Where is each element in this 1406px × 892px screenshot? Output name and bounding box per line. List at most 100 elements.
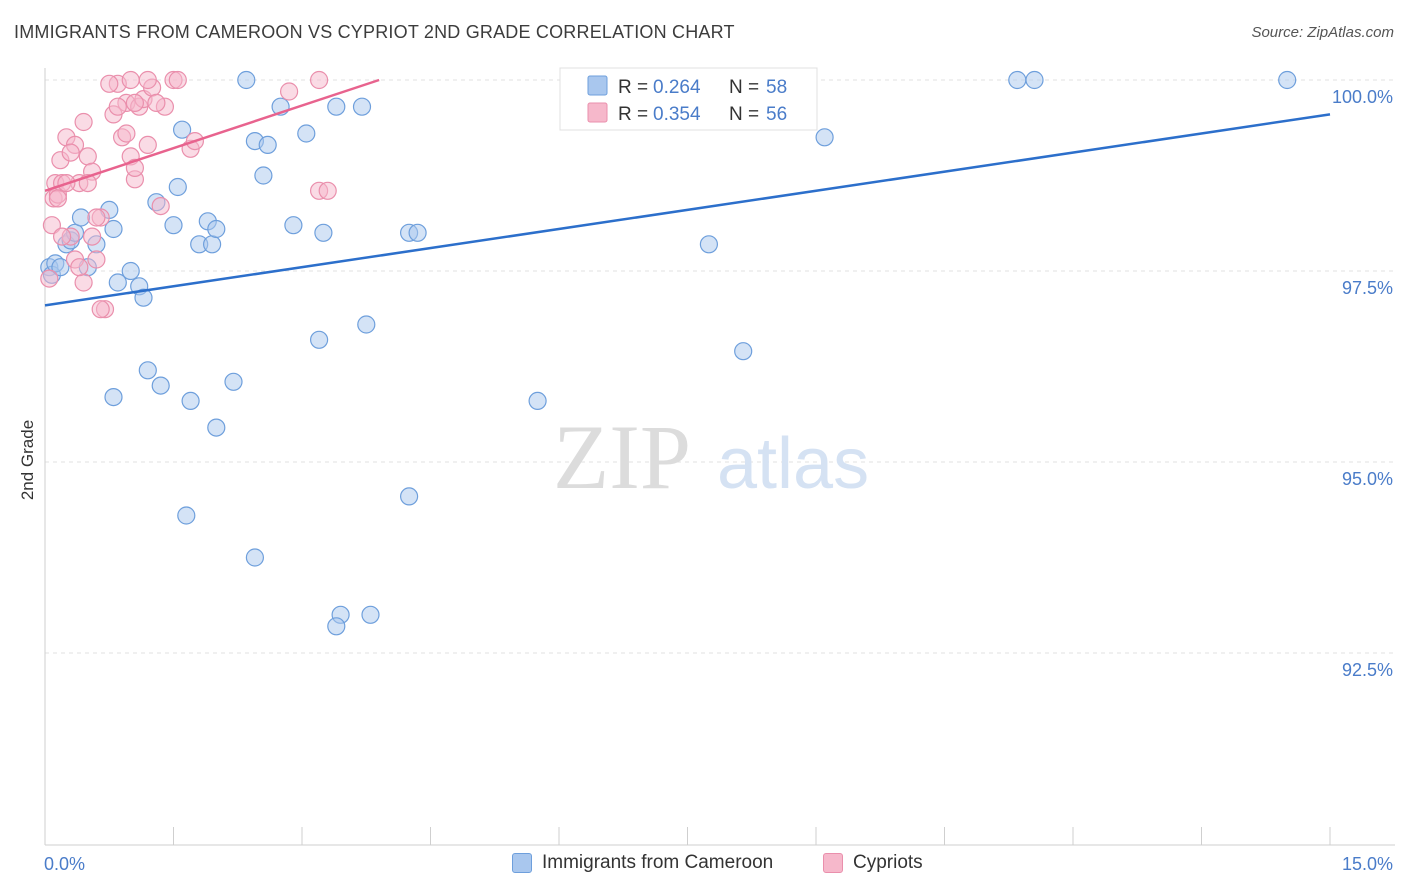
legend-label-cypriots: Cypriots [853, 852, 923, 873]
trend-line-cypriots [44, 78, 380, 192]
data-point-cypriots [108, 97, 127, 116]
x-tick-labels: 0.0% 15.0% [44, 854, 1393, 874]
data-point-cypriots [147, 93, 166, 113]
data-point-cameroon [173, 120, 192, 139]
legend-r-value-cypriots: 0.354 [653, 104, 701, 125]
legend-item-cameroon: Immigrants from Cameroon [512, 852, 773, 874]
legend-n-value-cameroon: 58 [766, 77, 787, 98]
legend-swatch-cameroon-bottom [512, 853, 532, 873]
series-legend: Immigrants from Cameroon Cypriots [0, 852, 1406, 878]
data-point-cameroon [164, 216, 183, 235]
source-label: Source: ZipAtlas.com [1251, 24, 1394, 41]
x-tick-label: 15.0% [1342, 854, 1393, 874]
data-point-cameroon [284, 216, 303, 235]
data-point-cypriots [138, 135, 157, 154]
legend-swatch-cypriots-bottom [823, 853, 843, 873]
data-point-cypriots [100, 74, 119, 93]
data-point-cypriots [74, 112, 93, 132]
data-point-cypriots [310, 70, 329, 90]
watermark-atlas: atlas [717, 424, 869, 504]
data-point-cameroon [203, 235, 222, 254]
legend-r-label-cypriots: R = [618, 104, 648, 125]
data-point-cameroon [254, 166, 273, 185]
data-point-cameroon [699, 235, 719, 254]
legend-label-cameroon: Immigrants from Cameroon [542, 852, 774, 873]
data-point-cypriots [91, 300, 110, 319]
data-point-cypriots [168, 70, 187, 90]
watermark-zip: ZIP [553, 406, 691, 508]
data-point-cameroon [177, 506, 196, 525]
x-tick-label: 0.0% [44, 854, 85, 874]
data-point-cypriots [70, 258, 89, 277]
series-cameroon-points [40, 70, 1297, 636]
data-point-cypriots [151, 197, 170, 216]
data-point-cameroon [104, 388, 123, 407]
data-point-cypriots [117, 124, 136, 143]
y-tick-label: 92.5% [1342, 660, 1393, 680]
data-point-cameroon [207, 219, 226, 239]
data-point-cameroon [108, 273, 127, 292]
data-point-cameroon [224, 372, 243, 391]
data-point-cameroon [528, 391, 547, 410]
legend-swatch-cameroon [587, 75, 608, 96]
stats-legend: R = 0.264 N = 58 R = 0.354 N = 56 [559, 67, 818, 131]
data-point-cameroon [327, 617, 346, 636]
data-point-cameroon [258, 135, 277, 154]
data-point-cameroon [138, 361, 157, 380]
data-point-cypriots [52, 227, 72, 246]
data-point-cameroon [168, 177, 187, 197]
grid-lines [45, 79, 1395, 654]
data-point-cameroon [71, 208, 91, 227]
data-point-cypriots [61, 143, 80, 162]
data-point-cameroon [245, 548, 264, 567]
data-point-cameroon [734, 342, 753, 361]
legend-r-value-cameroon: 0.264 [653, 77, 701, 98]
y-tick-label: 95.0% [1342, 469, 1393, 489]
y-tick-label: 100.0% [1332, 87, 1393, 107]
legend-n-label-cameroon: N = [729, 77, 759, 98]
data-point-cameroon [237, 70, 256, 90]
data-point-cameroon [400, 487, 419, 506]
data-point-cameroon [207, 418, 226, 437]
data-point-cypriots [125, 93, 144, 113]
data-point-cypriots [280, 82, 299, 101]
data-point-cypriots [121, 70, 140, 90]
data-point-cypriots [74, 273, 93, 292]
data-point-cypriots [48, 189, 68, 208]
data-point-cameroon [352, 97, 372, 116]
chart-title: IMMIGRANTS FROM CAMEROON VS CYPRIOT 2ND … [14, 22, 735, 42]
data-point-cameroon [1278, 70, 1297, 90]
data-point-cypriots [42, 216, 62, 235]
data-point-cypriots [78, 147, 97, 166]
data-point-cypriots [318, 181, 337, 200]
data-point-cameroon [314, 223, 333, 242]
legend-item-cypriots: Cypriots [823, 852, 923, 874]
legend-n-label-cypriots: N = [729, 104, 759, 125]
y-tick-label: 97.5% [1342, 278, 1393, 298]
legend-r-label-cameroon: R = [618, 77, 648, 98]
data-point-cameroon [151, 376, 170, 395]
data-point-cypriots [87, 208, 106, 227]
trend-lines [44, 78, 1331, 307]
data-point-cameroon [408, 223, 427, 242]
data-point-cameroon [121, 261, 140, 281]
data-point-cameroon [310, 330, 329, 349]
data-point-cameroon [327, 97, 346, 116]
data-point-cypriots [40, 269, 59, 288]
data-point-cypriots [87, 250, 106, 269]
data-point-cameroon [1025, 70, 1044, 90]
data-point-cameroon [104, 219, 123, 239]
data-point-cameroon [297, 124, 316, 143]
data-point-cameroon [815, 128, 834, 147]
legend-swatch-cypriots [587, 102, 608, 123]
data-point-cypriots [82, 227, 102, 246]
data-point-cameroon [181, 391, 200, 410]
series-cypriots-points [40, 70, 337, 319]
data-point-cameroon [1008, 70, 1027, 90]
data-point-cypriots [138, 70, 157, 90]
data-point-cameroon [51, 258, 70, 277]
data-point-cameroon [361, 605, 380, 624]
y-tick-labels: 100.0% 97.5% 95.0% 92.5% [1332, 87, 1393, 680]
data-point-cameroon [134, 288, 153, 307]
